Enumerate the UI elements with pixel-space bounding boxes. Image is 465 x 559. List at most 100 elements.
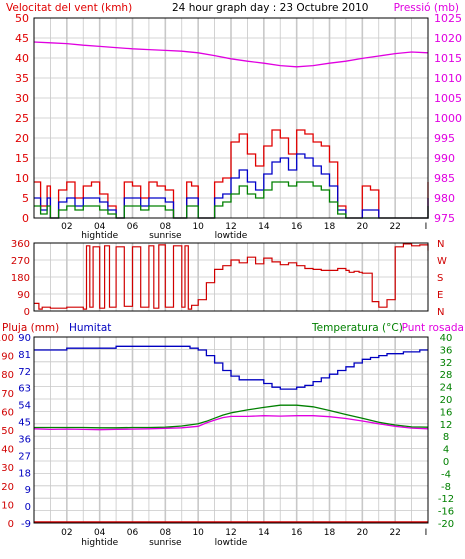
tick-label: -12 [438, 494, 454, 505]
tick-label: 0 [443, 457, 449, 468]
tick-label: 9 [25, 485, 31, 496]
time-tick-label: 22 [389, 528, 400, 538]
time-tick-label: 16 [291, 222, 303, 232]
tick-label: 70 [1, 389, 14, 400]
climate-event-labels: hightide sunrise lowtide [81, 538, 248, 548]
event-label: hightide [81, 231, 118, 241]
tick-label: 0 [22, 212, 29, 225]
climate-frame [33, 336, 429, 524]
tick-label: 0 [8, 519, 14, 530]
tick-label: 72 [18, 367, 31, 378]
tick-label: 80 [1, 370, 14, 381]
time-tick-label: 20 [357, 528, 369, 538]
time-tick-label: 18 [324, 528, 336, 538]
tick-label: 20 [1, 482, 14, 493]
tick-label: 270 [11, 256, 30, 267]
gust-series-line [34, 129, 429, 219]
tick-label: 90 [1, 352, 14, 363]
tick-label: 30 [1, 463, 14, 474]
tick-label: 27 [18, 451, 31, 462]
tick-label: 1020 [434, 32, 462, 45]
time-tick-label: I [425, 528, 428, 538]
tick-label: E [437, 290, 443, 301]
tick-label: 45 [15, 32, 29, 45]
time-tick-label: 22 [389, 222, 400, 232]
time-tick-label: 06 [127, 222, 139, 232]
tick-label: 40 [1, 445, 14, 456]
time-tick-label: 14 [258, 528, 270, 538]
wind-direction-degree-labels: 0 90 180 270 360 [11, 239, 30, 318]
chart-title: 24 hour graph day : 23 Octubre 2010 [172, 2, 368, 14]
event-label: lowtide [215, 231, 248, 241]
tick-label: 81 [18, 350, 31, 361]
tick-label: 985 [434, 172, 455, 185]
tick-label: -20 [438, 519, 454, 530]
tick-label: 1015 [434, 52, 462, 65]
humidity-series-line [34, 345, 428, 390]
wind-direction-series [34, 243, 429, 310]
time-tick-label: 02 [61, 528, 72, 538]
tick-label: 90 [17, 290, 30, 301]
pressure-series-line [33, 41, 429, 68]
wind-pressure-frame [33, 17, 429, 219]
tick-label: 54 [18, 401, 31, 412]
tick-label: 45 [18, 418, 31, 429]
time-tick-label: 08 [160, 222, 172, 232]
tick-label: W [437, 256, 447, 267]
wind-event-labels: hightide sunrise lowtide [81, 231, 248, 241]
humidity-tick-labels: -9 0 9 18 27 36 45 54 63 72 81 90 [18, 333, 31, 530]
wind-speed-axis-title: Velocitat del vent (kmh) [6, 2, 132, 14]
temperature-axis-title: Temperatura (°C) [311, 322, 403, 334]
wind-speed-tick-labels: 0 5 10 15 20 25 30 35 40 45 50 [15, 12, 29, 225]
tick-label: 0 [25, 502, 31, 513]
wind-time-tick-labels: 02 04 06 08 10 12 14 16 18 20 22 I [61, 222, 427, 232]
wind-pressure-series [33, 41, 429, 219]
tick-label: 5 [22, 192, 29, 205]
time-tick-label: 16 [291, 528, 303, 538]
temperature-series-line [34, 404, 429, 429]
event-label: sunrise [149, 538, 182, 548]
event-label: lowtide [215, 538, 248, 548]
tick-label: 4 [443, 445, 449, 456]
event-label: sunrise [149, 231, 182, 241]
time-tick-label: 10 [192, 528, 204, 538]
rain-humidity-temperature-panel: Pluja (mm) Humitat Temperatura (°C) Punt… [0, 322, 464, 548]
tick-label: 990 [434, 152, 455, 165]
tick-label: 8 [443, 432, 449, 443]
tick-label: 63 [18, 384, 31, 395]
tick-label: -8 [441, 482, 451, 493]
tick-label: 1005 [434, 92, 462, 105]
time-tick-label: 10 [192, 222, 204, 232]
tick-label: 35 [15, 72, 29, 85]
climate-series [33, 345, 429, 523]
tick-label: 15 [15, 152, 29, 165]
tick-label: 1000 [434, 112, 462, 125]
tick-label: 10 [1, 500, 14, 511]
tick-label: 36 [18, 434, 31, 445]
tick-label: -9 [21, 519, 31, 530]
tick-label: 28 [440, 370, 453, 381]
tick-label: 50 [1, 426, 14, 437]
tick-label: 40 [15, 52, 29, 65]
tick-label: 20 [15, 132, 29, 145]
tick-label: 975 [434, 212, 455, 225]
time-tick-label: 04 [94, 528, 106, 538]
tick-label: 180 [11, 273, 30, 284]
tick-label: 36 [440, 345, 453, 356]
climate-grid [34, 337, 428, 523]
pressure-axis-title: Pressió (mb) [394, 2, 459, 14]
time-tick-label: 20 [357, 222, 369, 232]
rain-axis-title: Pluja (mm) [2, 322, 59, 334]
tick-label: 20 [440, 395, 453, 406]
time-tick-label: 06 [127, 528, 139, 538]
direction-series-line [34, 243, 429, 310]
tick-label: 10 [15, 172, 29, 185]
wind-pressure-panel: Velocitat del vent (kmh) 24 hour graph d… [6, 2, 462, 241]
tick-label: 18 [18, 468, 31, 479]
tick-label: 50 [15, 12, 29, 25]
time-tick-label: 08 [160, 528, 172, 538]
